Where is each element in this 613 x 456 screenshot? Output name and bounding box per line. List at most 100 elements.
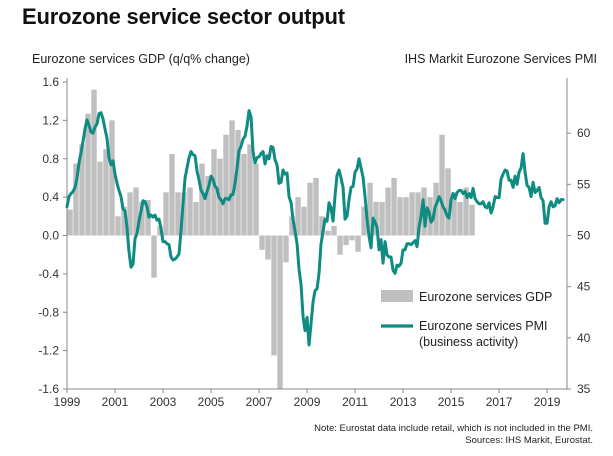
gdp-bar <box>289 216 295 236</box>
left-tick-label: -1.6 <box>38 382 59 396</box>
gdp-bar <box>241 153 247 236</box>
gdp-bar <box>379 201 385 236</box>
gdp-bar <box>373 201 379 236</box>
gdp-bar <box>139 201 145 236</box>
gdp-bar <box>187 187 193 236</box>
left-tick-label: -0.4 <box>38 267 59 281</box>
x-tick-label: 2007 <box>246 395 273 409</box>
pmi-line-group <box>65 109 565 347</box>
x-tick-label: 2019 <box>534 395 561 409</box>
gdp-bar <box>367 182 373 236</box>
right-tick-label: 50 <box>577 229 591 243</box>
gdp-bar <box>259 235 265 250</box>
gdp-bar <box>397 197 403 236</box>
gdp-bar <box>85 113 91 236</box>
left-tick-label: 0.4 <box>42 190 59 204</box>
gdp-bar <box>283 235 289 263</box>
gdp-bar <box>127 192 133 236</box>
gdp-bar <box>247 144 253 236</box>
gdp-bar <box>253 163 259 236</box>
legend-label-pmi: Eurozone services PMI (business activity… <box>419 319 551 349</box>
page-title: Eurozone service sector output <box>22 4 345 29</box>
gdp-bar <box>307 182 313 236</box>
gdp-bar <box>175 192 181 236</box>
gdp-bar <box>403 197 409 236</box>
gdp-bar <box>451 192 457 236</box>
legend: Eurozone services GDP Eurozone services … <box>381 290 552 349</box>
x-tick-label: 2009 <box>294 395 321 409</box>
gdp-bar <box>205 176 211 236</box>
gdp-bar <box>163 192 169 236</box>
gdp-bar <box>361 206 367 236</box>
right-tick-label: 45 <box>577 280 591 294</box>
gdp-bar <box>319 216 325 236</box>
x-tick-label: 1999 <box>54 395 81 409</box>
gdp-bar <box>193 201 199 236</box>
gdp-bar <box>181 192 187 236</box>
gdp-bar <box>67 209 73 236</box>
left-tick-label: 0.8 <box>42 152 59 166</box>
chart-sources: Sources: IHS Markit, Eurostat. <box>465 435 593 446</box>
right-tick-label: 35 <box>577 382 591 396</box>
x-tick-label: 2017 <box>486 395 513 409</box>
gdp-bar <box>337 235 343 255</box>
gdp-bar <box>277 235 283 389</box>
gdp-bar <box>235 129 241 236</box>
gdp-bar <box>133 187 139 236</box>
gdp-bar <box>121 206 127 236</box>
gdp-bar <box>109 120 115 236</box>
gdp-bar <box>409 192 415 236</box>
pmi-line <box>65 109 565 347</box>
gdp-bar <box>115 216 121 236</box>
gdp-bar <box>385 187 391 236</box>
gdp-bar <box>91 89 97 236</box>
gdp-bar <box>223 134 229 236</box>
right-tick-label: 40 <box>577 331 591 345</box>
gdp-bar <box>199 163 205 236</box>
gdp-bar <box>295 197 301 236</box>
x-tick-label: 2015 <box>438 395 465 409</box>
gdp-bar <box>211 149 217 236</box>
gdp-bar <box>229 120 235 236</box>
gdp-bar <box>313 177 319 236</box>
gdp-bar <box>97 161 103 236</box>
gdp-bar <box>103 149 109 236</box>
right-tick-label: 55 <box>577 177 591 191</box>
x-tick-label: 2001 <box>102 395 129 409</box>
left-tick-label: 0.0 <box>42 229 59 243</box>
gdp-bar <box>331 225 337 236</box>
gdp-bar <box>463 187 469 236</box>
gdp-bar <box>355 235 361 252</box>
x-tick-label: 2003 <box>150 395 177 409</box>
gdp-bar <box>343 235 349 246</box>
gdp-bar <box>271 235 277 356</box>
gdp-bar <box>391 177 397 236</box>
gdp-bar <box>445 168 451 236</box>
gdp-bar <box>79 144 85 236</box>
gdp-bars <box>67 89 475 389</box>
gdp-bar <box>457 201 463 236</box>
left-tick-label: 1.6 <box>42 75 59 89</box>
gdp-bar <box>439 134 445 236</box>
legend-label-gdp: Eurozone services GDP <box>419 290 552 304</box>
right-tick-label: 60 <box>577 126 591 140</box>
left-tick-label: 1.2 <box>42 113 59 127</box>
gdp-bar <box>469 204 475 236</box>
gdp-bar <box>325 230 331 236</box>
gdp-bar <box>415 192 421 236</box>
left-tick-label: -1.2 <box>38 344 59 358</box>
gdp-bar <box>169 153 175 236</box>
x-tick-label: 2005 <box>198 395 225 409</box>
gdp-bar <box>151 235 157 278</box>
left-axis-title: Eurozone services GDP (q/q% change) <box>32 52 250 66</box>
left-tick-label: -0.8 <box>38 305 59 319</box>
gdp-bar <box>349 235 355 241</box>
chart-axes: 1.6 1.2 0.8 0.4 0.0 -0.4 -0.8 -1.2 -1.6 60 55 50 45 4… <box>38 75 590 409</box>
gdp-bar <box>301 206 307 236</box>
legend-swatch-gdp <box>381 290 413 302</box>
gdp-bar <box>265 235 271 260</box>
x-tick-label: 2013 <box>390 395 417 409</box>
chart-note: Note: Eurostat data include retail, whic… <box>314 423 593 434</box>
gdp-bar <box>73 163 79 236</box>
